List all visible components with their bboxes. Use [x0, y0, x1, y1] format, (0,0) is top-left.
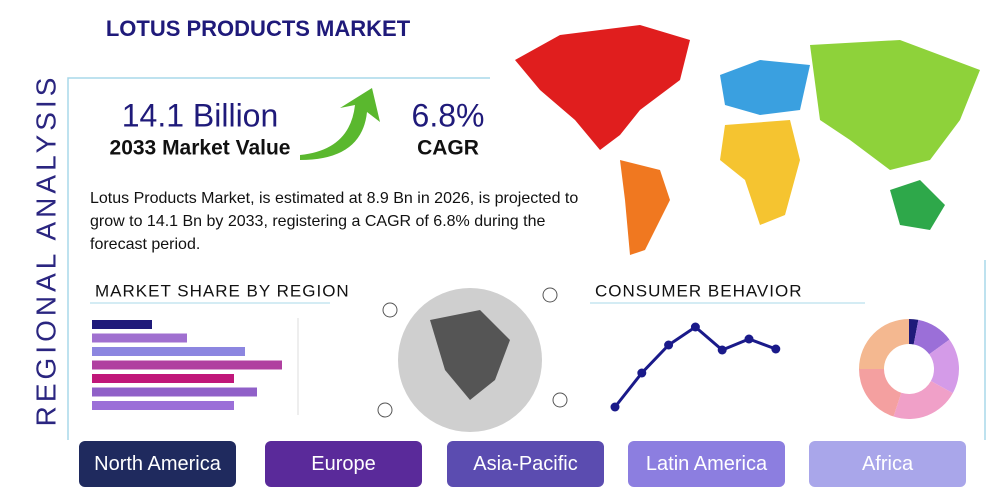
chart-title: MARKET SHARE BY REGION: [95, 281, 350, 300]
region-button[interactable]: Latin America: [628, 441, 785, 487]
bar: [92, 347, 245, 356]
growth-arrow: [300, 88, 380, 160]
point: [771, 344, 781, 354]
world-map: [515, 25, 980, 255]
bar: [92, 374, 234, 383]
point: [664, 340, 674, 350]
bar: [92, 320, 152, 329]
point: [690, 322, 700, 332]
region-button[interactable]: North America: [79, 441, 236, 487]
point: [744, 334, 754, 344]
description: Lotus Products Market, is estimated at 8…: [90, 190, 579, 253]
stat-value: 6.8%: [412, 97, 485, 133]
point: [717, 345, 727, 355]
pie-slice: [859, 369, 902, 417]
bar: [92, 333, 187, 343]
stat-label: CAGR: [417, 137, 479, 160]
bar: [92, 401, 234, 410]
point: [610, 402, 620, 412]
pie-slice: [893, 381, 953, 419]
region-button[interactable]: Europe: [265, 441, 422, 487]
pie-slice: [929, 339, 959, 394]
bar: [92, 387, 257, 397]
side-label: REGIONAL ANALYSIS: [30, 74, 61, 427]
network-globe: [377, 287, 568, 432]
pie-slice: [913, 319, 950, 355]
region-button[interactable]: Africa: [809, 441, 966, 487]
region-button[interactable]: Asia-Pacific: [447, 441, 604, 487]
stat-label: 2033 Market Value: [110, 137, 291, 160]
title: LOTUS PRODUCTS MARKET: [106, 16, 411, 41]
stat-value: 14.1 Billion: [122, 97, 279, 133]
pie-slice: [909, 319, 919, 345]
bar: [92, 360, 282, 370]
point: [637, 368, 647, 378]
chart-title: CONSUMER BEHAVIOR: [595, 281, 803, 300]
frame: [67, 77, 490, 440]
pie-slice: [859, 319, 909, 369]
